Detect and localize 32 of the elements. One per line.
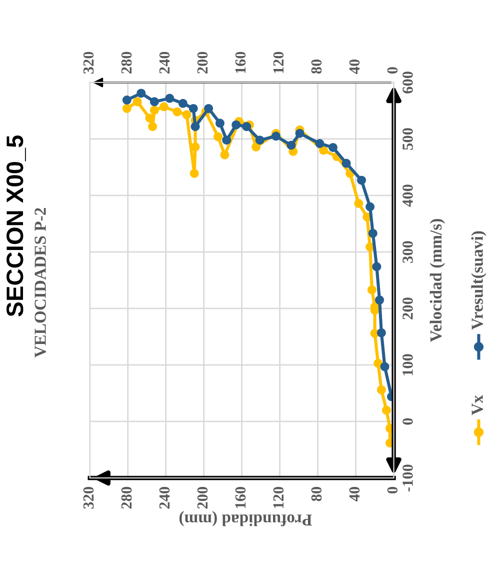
y-tick-label: -100 (402, 464, 413, 492)
y-tick-label: 200 (402, 298, 413, 320)
text: Vresult(suavi) (471, 231, 486, 330)
x-tick-label: 240 (159, 52, 170, 74)
text: VELOCIDADES P-2 (34, 208, 46, 358)
x2-tick-label: 80 (311, 486, 322, 502)
x2-tick-label: 0 (387, 486, 398, 494)
x2-tick-label: 320 (83, 486, 94, 509)
y-tick-label: 400 (402, 184, 413, 207)
x-tick-label: 280 (121, 52, 132, 74)
x-tick-label: 120 (273, 52, 284, 73)
text: Vx (472, 394, 483, 416)
x-tick-label: 200 (197, 52, 208, 74)
text: SECCION X00_5 (6, 135, 26, 317)
x2-tick-label: 280 (121, 486, 132, 509)
x-axis-title: Profundidad (mm) (179, 511, 312, 526)
x-tick-label: 80 (311, 59, 322, 74)
x2-tick-label: 160 (235, 486, 246, 508)
x-tick-label: 160 (235, 52, 246, 73)
x-tick-label: 320 (83, 52, 94, 74)
x2-tick-label: 240 (159, 486, 170, 509)
y-tick-label: 100 (402, 354, 413, 376)
x-tick-label: 40 (349, 59, 360, 74)
y-tick-label: 600 (402, 72, 413, 94)
x2-tick-label: 120 (273, 486, 284, 508)
x-tick-label: 0 (387, 67, 398, 74)
y-tick-label: 300 (402, 241, 413, 263)
y-tick-label: 0 (402, 418, 413, 425)
x2-tick-label: 40 (349, 486, 360, 502)
x2-tick-label: 200 (197, 486, 208, 509)
y-axis-title: Velocidad (mm/s) (430, 219, 445, 342)
y-tick-label: 500 (402, 128, 413, 150)
